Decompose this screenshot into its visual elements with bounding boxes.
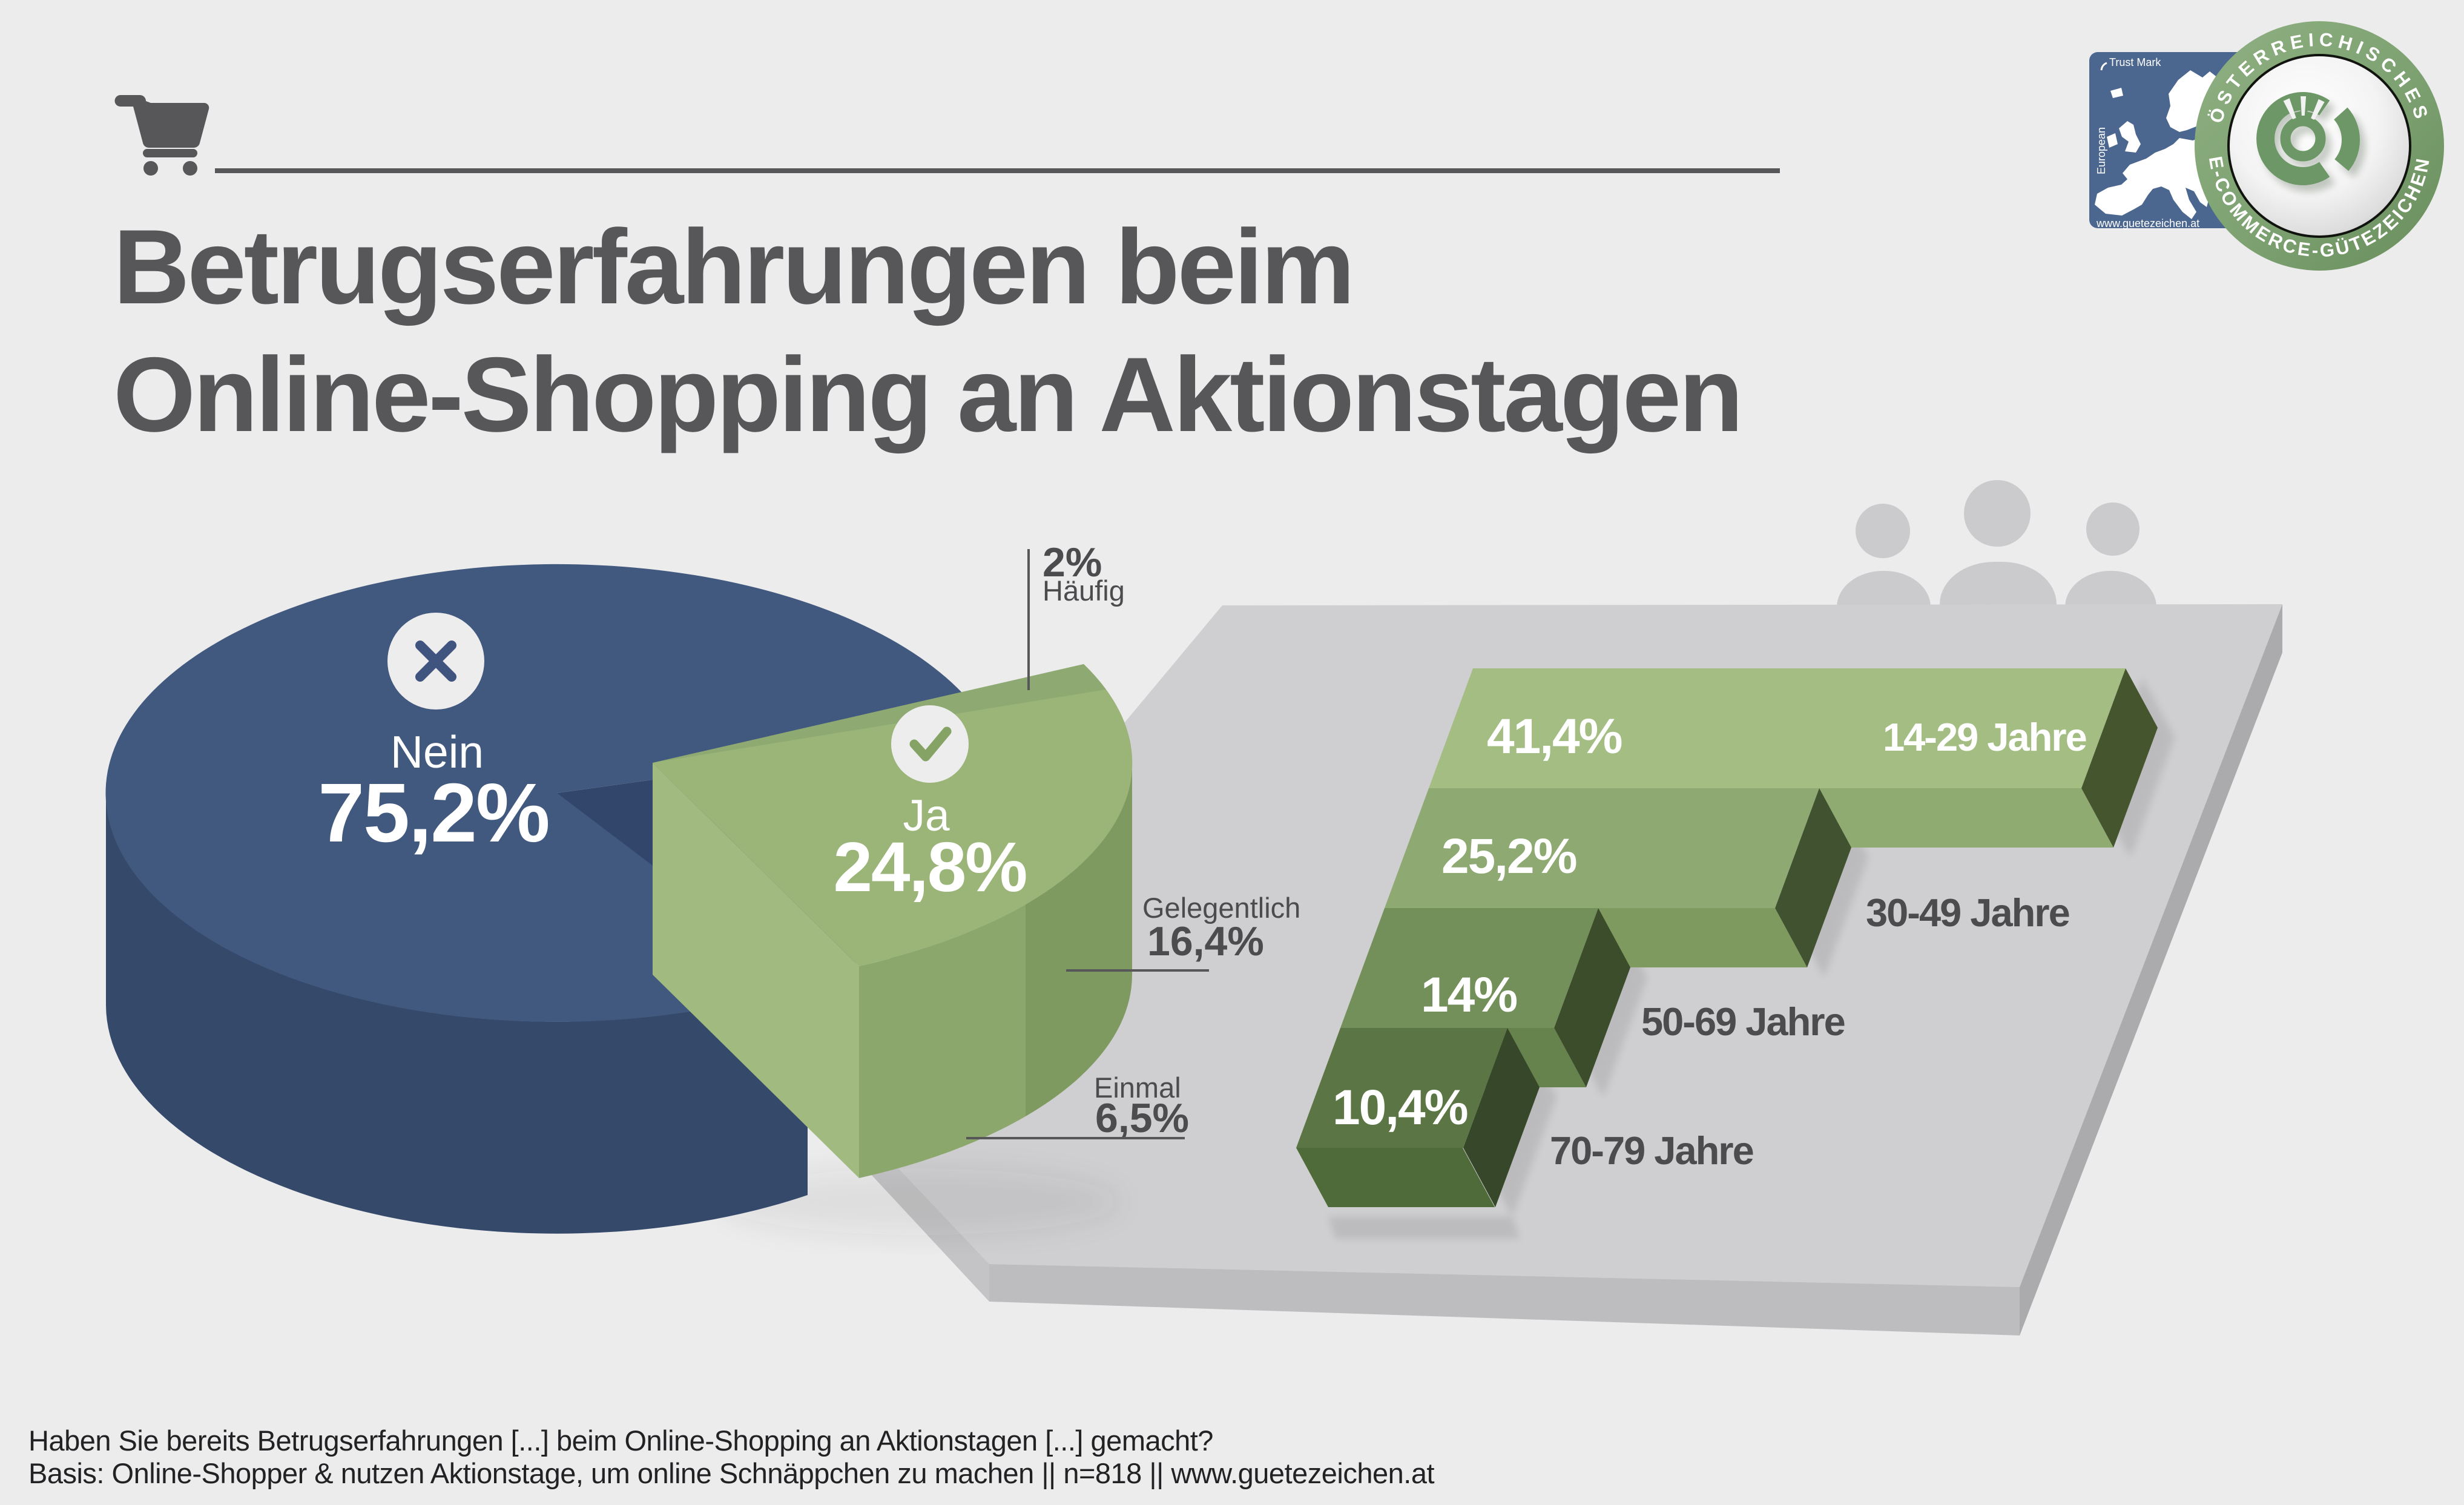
svg-text:75,2%: 75,2% <box>318 766 548 860</box>
svg-text:25,2%: 25,2% <box>1441 829 1576 884</box>
svg-text:European: European <box>2095 127 2107 174</box>
svg-text:16,4%: 16,4% <box>1147 918 1264 964</box>
svg-text:Online-Shopping an Aktionstage: Online-Shopping an Aktionstagen <box>113 336 1741 454</box>
svg-text:14-29 Jahre: 14-29 Jahre <box>1883 715 2086 759</box>
svg-text:Gelegentlich: Gelegentlich <box>1142 892 1300 924</box>
svg-text:www.guetezeichen.at: www.guetezeichen.at <box>2096 217 2199 229</box>
svg-text:Haben Sie bereits Betrugserfah: Haben Sie bereits Betrugserfahrungen [..… <box>28 1424 1213 1457</box>
svg-text:Ja: Ja <box>903 791 950 840</box>
svg-text:Einmal: Einmal <box>1094 1072 1181 1104</box>
svg-text:6,5%: 6,5% <box>1095 1095 1189 1141</box>
svg-text:Basis: Online-Shopper & nutzen: Basis: Online-Shopper & nutzen Aktionsta… <box>28 1457 1434 1489</box>
svg-text:70-79 Jahre: 70-79 Jahre <box>1550 1128 1753 1173</box>
svg-text:Häufig: Häufig <box>1043 575 1125 607</box>
svg-text:30-49 Jahre: 30-49 Jahre <box>1866 891 2069 935</box>
svg-text:41,4%: 41,4% <box>1487 709 1622 764</box>
svg-text:24,8%: 24,8% <box>834 828 1027 906</box>
svg-text:10,4%: 10,4% <box>1332 1080 1468 1135</box>
svg-text:Betrugserfahrungen beim: Betrugserfahrungen beim <box>113 208 1352 326</box>
svg-text:14%: 14% <box>1421 967 1517 1023</box>
svg-text:Nein: Nein <box>390 726 484 777</box>
svg-text:50-69 Jahre: 50-69 Jahre <box>1641 999 1845 1044</box>
svg-text:Trust Mark: Trust Mark <box>2109 56 2161 68</box>
svg-text:2%: 2% <box>1043 539 1102 585</box>
